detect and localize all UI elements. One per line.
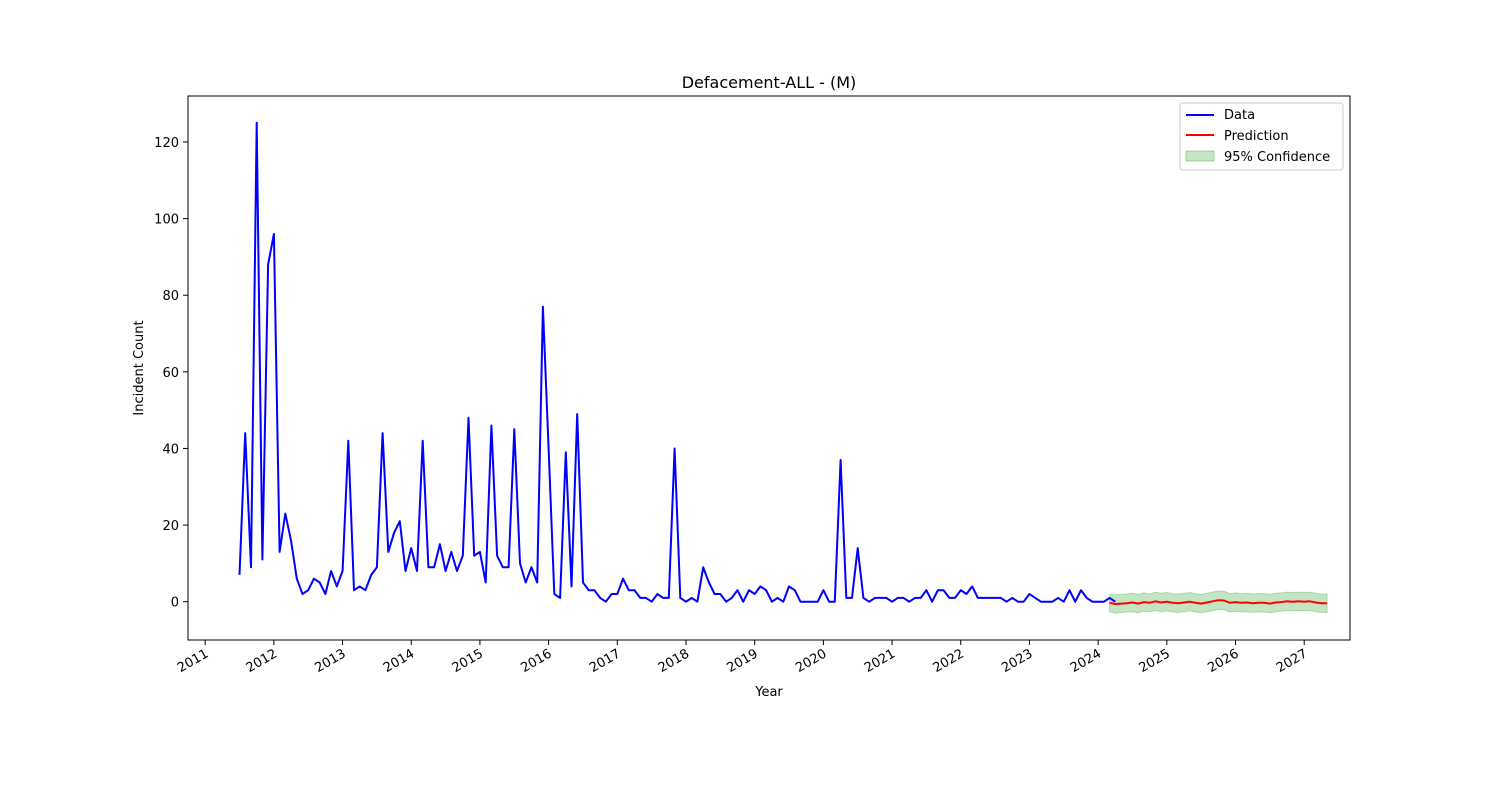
y-tick-label: 80 [162,289,179,304]
plot-frame [187,95,1351,641]
x-axis-label: Year [754,685,783,700]
legend-label-confidence: 95% Confidence [1224,150,1330,165]
y-tick-label: 0 [171,596,179,611]
series-layer [238,121,1328,605]
chart-title: Defacement-ALL - (M) [682,73,857,92]
y-axis: 0 20 40 60 80 100 120 [154,136,188,611]
legend-swatch-confidence [1185,150,1215,162]
series-line-prediction [1109,599,1328,605]
y-tick-label: 60 [162,366,179,381]
legend-box [1179,102,1344,171]
y-tick-label: 40 [162,443,179,458]
confidence-band-layer [1109,590,1328,614]
legend-label-data: Data [1224,108,1255,123]
y-axis-label: Incident Count [132,320,147,415]
series-line-data [238,121,1116,603]
y-tick-label: 120 [154,136,179,151]
y-tick-label: 100 [154,213,179,228]
legend-label-prediction: Prediction [1224,129,1289,144]
legend: Data Prediction 95% Confidence [1179,102,1344,171]
y-tick-label: 20 [162,519,179,534]
confidence-band [1109,590,1328,614]
